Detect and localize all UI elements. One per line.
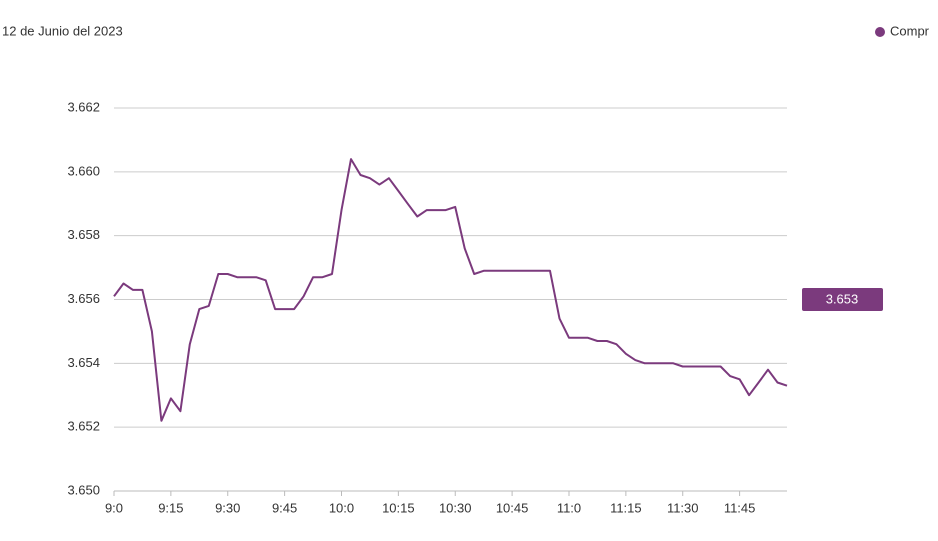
chart-title: 12 de Junio del 2023 xyxy=(2,23,123,38)
legend-marker xyxy=(875,27,885,37)
x-tick-label: 10:30 xyxy=(439,500,472,515)
current-value-badge xyxy=(802,288,883,311)
x-tick-label: 9:30 xyxy=(215,500,240,515)
x-tick-label: 10:45 xyxy=(496,500,529,515)
current-value-label: 3.653 xyxy=(826,291,859,306)
line-series xyxy=(113,158,788,422)
y-tick-label: 3.660 xyxy=(67,163,100,178)
x-tick-label: 10:0 xyxy=(329,500,354,515)
y-tick-label: 3.656 xyxy=(67,291,100,306)
y-tick-label: 3.652 xyxy=(67,419,100,434)
x-tick-label: 9:15 xyxy=(158,500,183,515)
x-tick-label: 9:0 xyxy=(105,500,123,515)
x-tick-label: 11:0 xyxy=(557,500,581,515)
x-tick-label: 11:30 xyxy=(667,500,699,515)
y-tick-label: 3.650 xyxy=(67,482,100,497)
x-tick-label: 11:15 xyxy=(610,500,642,515)
x-tick-label: 11:45 xyxy=(724,500,756,515)
x-tick-label: 10:15 xyxy=(382,500,415,515)
x-tick-label: 9:45 xyxy=(272,500,297,515)
y-tick-label: 3.654 xyxy=(67,355,100,370)
y-tick-label: 3.662 xyxy=(67,99,100,114)
y-tick-label: 3.658 xyxy=(67,227,100,242)
legend-label: Compr xyxy=(890,23,930,38)
